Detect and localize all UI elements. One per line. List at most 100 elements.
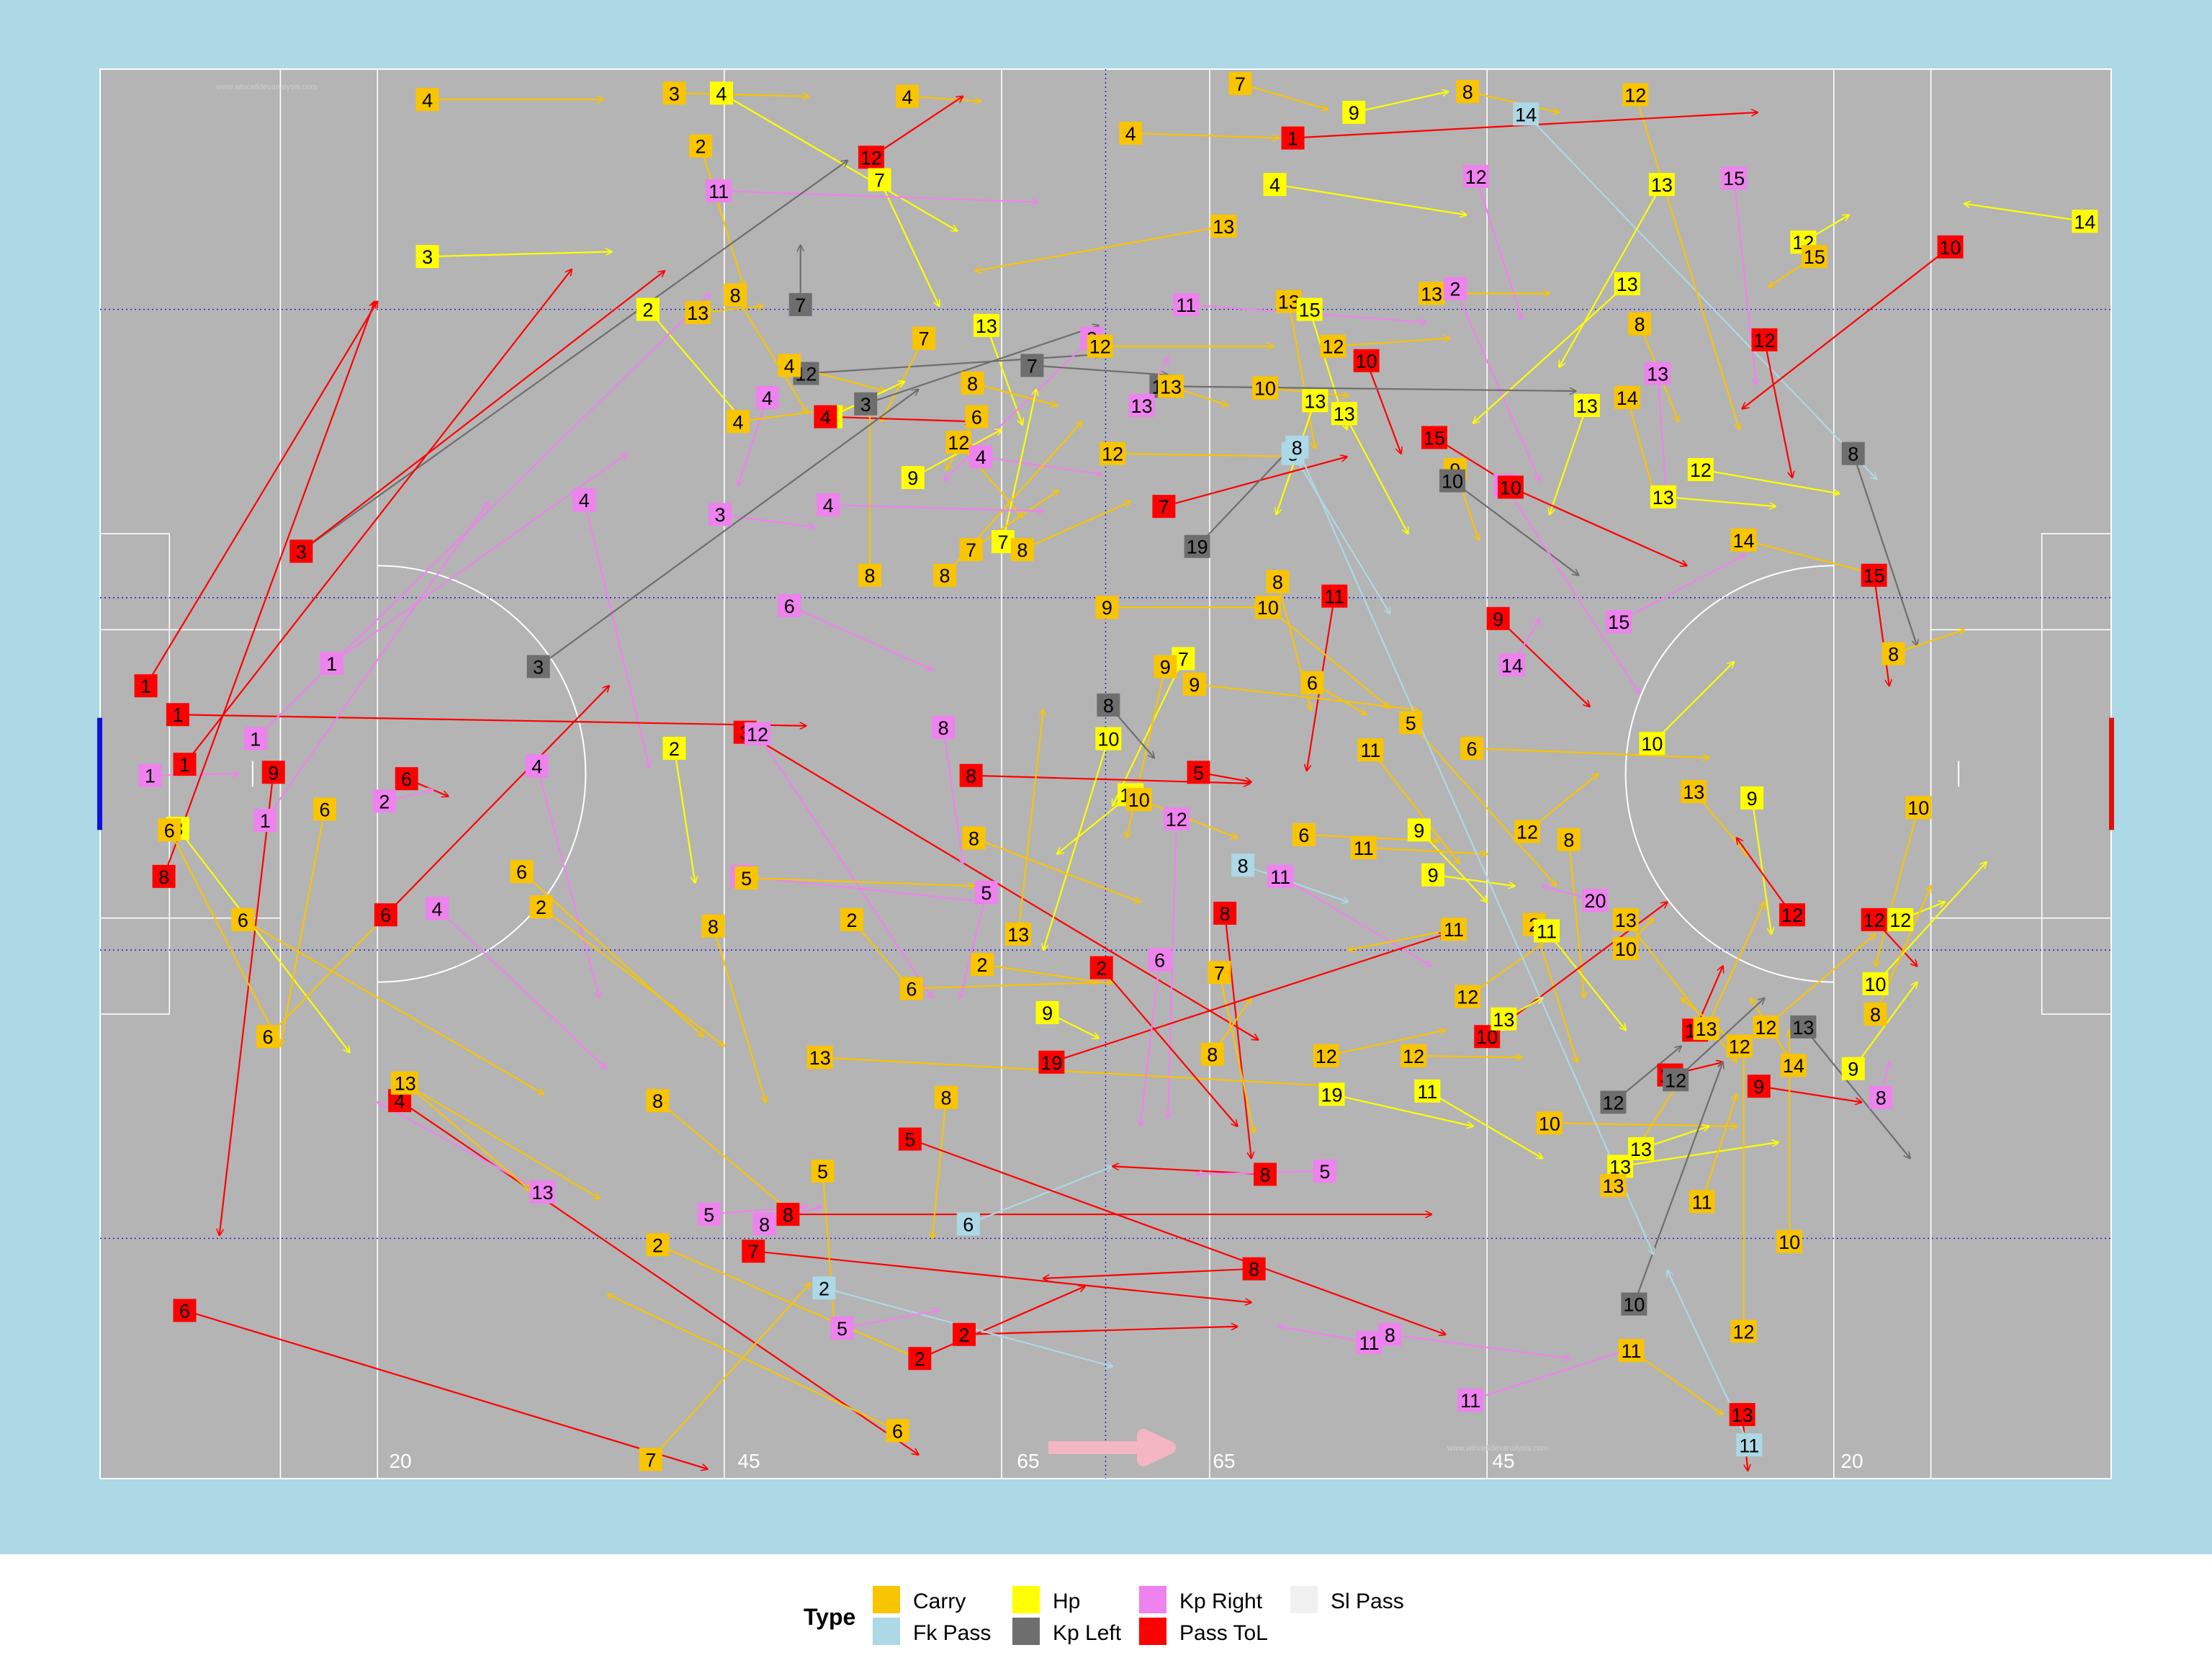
- event-box: [1020, 354, 1044, 377]
- legend-title: Type: [804, 1604, 855, 1630]
- event-arrow: [972, 382, 1057, 405]
- event-label: 12: [1602, 1092, 1624, 1113]
- legend-label: Hp: [1053, 1590, 1080, 1613]
- event-arrow: [177, 714, 806, 726]
- event-arrow: [980, 456, 1102, 474]
- event-box: [134, 674, 158, 698]
- event-marker: 15: [1801, 245, 1827, 269]
- event-arrow: [1162, 385, 1575, 391]
- event-box: [778, 354, 801, 377]
- event-arrow: [699, 145, 744, 287]
- event-marker: 13: [973, 313, 999, 337]
- goal-right: [2109, 717, 2114, 830]
- event-arrow: [647, 308, 744, 422]
- event-box: [1498, 653, 1525, 677]
- event-box: [840, 907, 864, 931]
- event-arrow: [1470, 1350, 1626, 1402]
- event-arrow: [385, 686, 609, 915]
- event-label: 6: [320, 799, 331, 820]
- event-box: [709, 503, 732, 526]
- event-label: 8: [938, 717, 949, 739]
- event-label: 10: [1539, 1113, 1560, 1134]
- event-box: [1300, 671, 1324, 694]
- event-marker: 9: [1095, 596, 1119, 619]
- event-marker: 13: [1729, 1403, 1755, 1427]
- event-marker: 5: [1399, 711, 1423, 735]
- event-marker: 8: [959, 763, 983, 787]
- event-label: 10: [1254, 378, 1276, 400]
- legend-label: Kp Right: [1179, 1590, 1263, 1613]
- event-label: 12: [1624, 85, 1646, 107]
- event-arrow: [871, 97, 963, 158]
- event-label: 19: [1040, 1052, 1062, 1074]
- event-label: 7: [1214, 962, 1225, 984]
- event-marker: 9: [1486, 606, 1510, 630]
- event-arrow: [1164, 457, 1346, 508]
- event-marker: 14: [1614, 385, 1640, 409]
- event-marker: 5: [830, 1316, 854, 1340]
- event-box: [1210, 214, 1237, 238]
- event-marker: 13: [806, 1046, 833, 1070]
- event-box: [374, 903, 397, 927]
- event-marker: 7: [868, 168, 891, 192]
- event-arrow: [1194, 683, 1418, 710]
- distance-label: 45: [1492, 1450, 1514, 1472]
- event-marker: 13: [1210, 214, 1237, 238]
- event-label: 10: [1097, 729, 1119, 750]
- event-marker: 5: [697, 1203, 721, 1227]
- event-box: [1158, 375, 1184, 398]
- event-marker: 3: [709, 503, 732, 526]
- event-label: 14: [1783, 1055, 1804, 1077]
- event-arrow: [757, 733, 932, 998]
- event-marker: 12: [1622, 83, 1649, 107]
- event-box: [138, 763, 162, 787]
- arc-right: [1624, 565, 1834, 983]
- event-label: 8: [783, 1204, 793, 1226]
- event-box: [1254, 1162, 1277, 1186]
- event-box: [1119, 121, 1143, 145]
- event-label: 7: [997, 532, 1008, 553]
- event-marker: 9: [1182, 672, 1206, 696]
- event-box: [415, 88, 439, 112]
- event-box: [1089, 956, 1113, 980]
- event-label: 4: [823, 495, 834, 516]
- event-box: [959, 538, 983, 562]
- event-label: 15: [1424, 427, 1445, 449]
- event-marker: 8: [1231, 853, 1255, 877]
- event-marker: 10: [1353, 349, 1380, 372]
- event-label: 7: [1178, 648, 1189, 670]
- event-box: [1648, 173, 1675, 197]
- legend-swatch: [1139, 1586, 1166, 1613]
- event-box: [1353, 349, 1380, 372]
- event-marker: 4: [755, 385, 779, 409]
- event-arrow: [536, 766, 600, 998]
- event-arrow: [1473, 283, 1628, 423]
- event-box: [1861, 563, 1887, 587]
- event-arrow: [1100, 967, 1238, 1126]
- event-marker: 13: [1645, 362, 1671, 385]
- event-box: [529, 1180, 556, 1203]
- event-label: 11: [1739, 1435, 1759, 1456]
- event-arrow: [1454, 288, 1539, 481]
- event-label: 4: [716, 83, 727, 104]
- event-label: 8: [1888, 644, 1899, 665]
- event-marker: 4: [1119, 121, 1143, 145]
- event-box: [1905, 796, 1932, 820]
- event-box: [1776, 1229, 1803, 1253]
- event-marker: 12: [1087, 334, 1113, 358]
- event-box: [1421, 863, 1445, 887]
- event-label: 13: [1630, 1139, 1652, 1160]
- event-marker: 2: [689, 134, 713, 158]
- event-marker: 8: [1881, 642, 1905, 665]
- event-marker: 8: [152, 864, 176, 888]
- event-marker: 10: [1536, 1111, 1563, 1135]
- event-box: [1242, 1257, 1266, 1281]
- event-box: [755, 385, 779, 409]
- event-label: 13: [1617, 274, 1638, 295]
- event-box: [858, 563, 882, 587]
- event-arrow: [538, 390, 919, 668]
- event-marker: 13: [1302, 389, 1328, 413]
- event-label: 12: [948, 432, 969, 454]
- event-box: [1869, 1085, 1893, 1109]
- event-arrow: [719, 189, 1038, 202]
